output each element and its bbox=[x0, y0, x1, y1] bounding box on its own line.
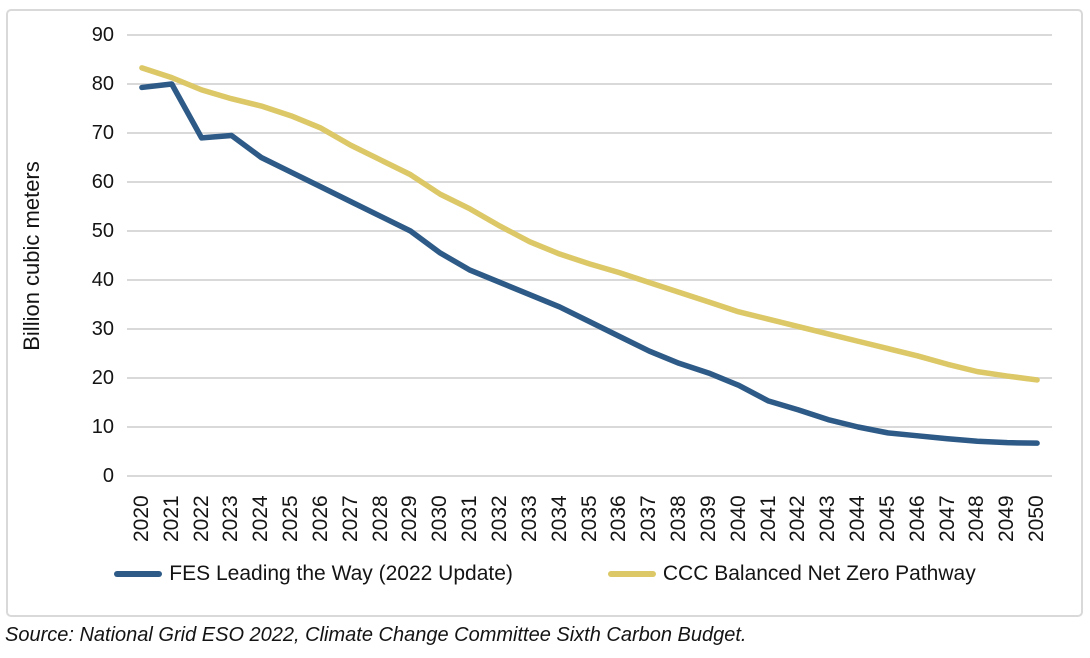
x-tick-label-2049: 2049 bbox=[995, 495, 1019, 542]
x-tick-label-2044: 2044 bbox=[846, 495, 870, 542]
x-tick-label-2040: 2040 bbox=[726, 495, 750, 542]
x-tick-label-2043: 2043 bbox=[816, 495, 840, 542]
x-tick-label-2032: 2032 bbox=[487, 495, 511, 542]
x-tick-label-2045: 2045 bbox=[875, 495, 899, 542]
series-line-1 bbox=[139, 65, 1040, 383]
x-tick-label-2026: 2026 bbox=[308, 495, 332, 542]
x-tick-label-2048: 2048 bbox=[965, 495, 989, 542]
x-tick-label-2042: 2042 bbox=[786, 495, 810, 542]
x-tick-label-2030: 2030 bbox=[428, 495, 452, 542]
y-tick-label-0: 0 bbox=[102, 465, 114, 487]
y-tick-label-40: 40 bbox=[91, 269, 114, 291]
y-tick-label-70: 70 bbox=[91, 122, 114, 144]
x-tick-label-2037: 2037 bbox=[637, 495, 661, 542]
x-tick-label-2020: 2020 bbox=[129, 495, 153, 542]
x-tick-label-2023: 2023 bbox=[219, 495, 243, 542]
x-tick-label-2034: 2034 bbox=[547, 495, 571, 542]
x-tick-label-2038: 2038 bbox=[667, 495, 691, 542]
y-tick-label-50: 50 bbox=[91, 220, 114, 242]
x-tick-label-2047: 2047 bbox=[935, 495, 959, 542]
fes-line-swatch-icon bbox=[114, 571, 163, 577]
x-tick-label-2028: 2028 bbox=[368, 495, 392, 542]
x-tick-label-2022: 2022 bbox=[189, 495, 213, 542]
x-tick-label-2036: 2036 bbox=[607, 495, 631, 542]
x-tick-label-2025: 2025 bbox=[279, 495, 303, 542]
legend-item-ccc: CCC Balanced Net Zero Pathway bbox=[607, 562, 976, 586]
y-axis-title: Billion cubic meters bbox=[19, 161, 44, 351]
x-tick-label-2035: 2035 bbox=[577, 495, 601, 542]
source-note: Source: National Grid ESO 2022, Climate … bbox=[5, 624, 747, 646]
y-tick-label-80: 80 bbox=[91, 73, 114, 95]
legend-label-ccc: CCC Balanced Net Zero Pathway bbox=[662, 562, 976, 585]
x-tick-label-2041: 2041 bbox=[756, 495, 780, 542]
x-tick-label-2027: 2027 bbox=[338, 495, 362, 542]
x-tick-label-2024: 2024 bbox=[249, 495, 273, 542]
gridlines bbox=[127, 34, 1052, 477]
chart-legend: FES Leading the Way (2022 Update) CCC Ba… bbox=[0, 562, 1090, 586]
x-tick-label-2039: 2039 bbox=[696, 495, 720, 542]
series-line-0 bbox=[139, 81, 1040, 446]
y-tick-label-10: 10 bbox=[91, 416, 114, 438]
y-tick-label-90: 90 bbox=[91, 24, 114, 46]
legend-item-fes: FES Leading the Way (2022 Update) bbox=[114, 562, 513, 586]
legend-label-fes: FES Leading the Way (2022 Update) bbox=[169, 562, 513, 585]
y-tick-label-20: 20 bbox=[91, 367, 114, 389]
ccc-line-swatch-icon bbox=[607, 571, 656, 577]
x-tick-label-2050: 2050 bbox=[1025, 495, 1049, 542]
x-tick-label-2033: 2033 bbox=[517, 495, 541, 542]
x-tick-label-2029: 2029 bbox=[398, 495, 422, 542]
y-tick-label-60: 60 bbox=[91, 171, 114, 193]
x-tick-label-2021: 2021 bbox=[159, 495, 183, 542]
x-tick-label-2031: 2031 bbox=[458, 495, 482, 542]
y-tick-label-30: 30 bbox=[91, 318, 114, 340]
x-tick-label-2046: 2046 bbox=[905, 495, 929, 542]
